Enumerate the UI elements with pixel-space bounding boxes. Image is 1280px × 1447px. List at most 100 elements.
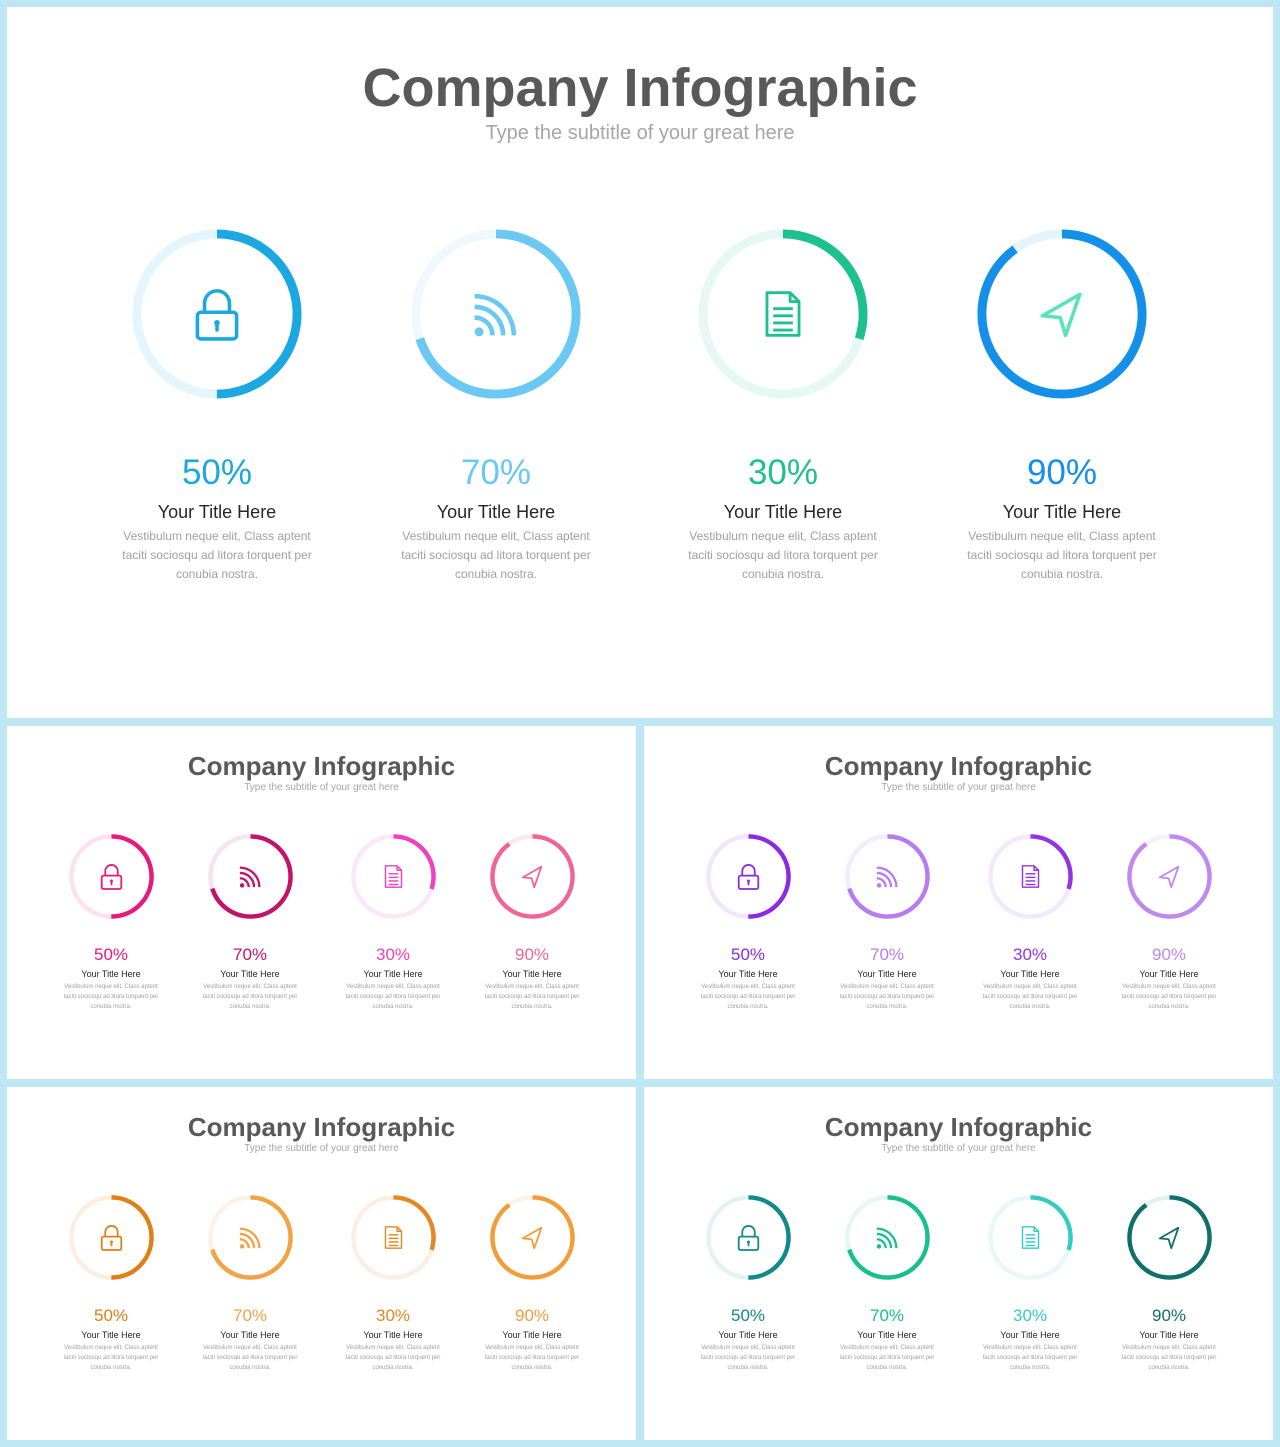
rss-icon (876, 1227, 898, 1249)
progress-ring (844, 1195, 930, 1280)
percent-value: 50% (730, 1306, 766, 1325)
percent-value: 50% (181, 453, 253, 492)
navigation-icon (521, 865, 542, 889)
percent-value: 70% (869, 1306, 905, 1325)
progress-ring (987, 1195, 1073, 1280)
progress-ring (698, 229, 868, 399)
item-title: Your Title Here (220, 969, 280, 979)
progress-ring (207, 834, 293, 919)
lock-icon (737, 1225, 759, 1251)
stat-card: 90% Your Title Here Vestibulum neque eli… (477, 832, 587, 1012)
stat-card: 90% Your Title Here Vestibulum neque eli… (952, 225, 1172, 584)
percent-value: 50% (93, 1306, 129, 1325)
slide-subtitle: Type the subtitle of your great here (881, 782, 1036, 793)
item-description: Vestibulum neque elit, Class aptent taci… (401, 529, 591, 581)
percent-value: 90% (1151, 1306, 1187, 1325)
rss-icon (474, 293, 517, 337)
stat-card: 50% Your Title Here Vestibulum neque eli… (56, 832, 166, 1012)
item-description: Vestibulum neque elit, Class aptent taci… (63, 984, 159, 1010)
item-title: Your Title Here (81, 969, 141, 979)
slide-teal: Company Infographic Type the subtitle of… (644, 1087, 1273, 1440)
slide-title: Company Infographic (187, 751, 456, 781)
stat-card: 70% Your Title Here Vestibulum neque eli… (832, 832, 942, 1012)
item-title: Your Title Here (1000, 1330, 1060, 1340)
document-icon (1021, 1226, 1039, 1249)
item-title: Your Title Here (857, 969, 917, 979)
item-title: Your Title Here (157, 502, 277, 522)
stat-card: 70% Your Title Here Vestibulum neque eli… (195, 1193, 305, 1373)
stat-card: 30% Your Title Here Vestibulum neque eli… (673, 225, 893, 584)
stat-card: 50% Your Title Here Vestibulum neque eli… (693, 1193, 803, 1373)
item-description: Vestibulum neque elit, Class aptent taci… (839, 984, 935, 1010)
progress-ring (977, 229, 1147, 399)
percent-value: 30% (375, 1306, 411, 1325)
item-description: Vestibulum neque elit, Class aptent taci… (345, 1345, 441, 1371)
navigation-icon (1158, 865, 1179, 889)
slide-title: Company Infographic (362, 58, 918, 118)
stat-card: 30% Your Title Here Vestibulum neque eli… (338, 1193, 448, 1373)
slide-orange: Company Infographic Type the subtitle of… (7, 1087, 636, 1440)
slide-title: Company Infographic (187, 1112, 456, 1142)
progress-ring (207, 1195, 293, 1280)
lock-icon (737, 864, 759, 890)
stat-card: 50% Your Title Here Vestibulum neque eli… (693, 832, 803, 1012)
percent-value: 70% (232, 945, 268, 964)
percent-value: 70% (460, 453, 532, 492)
navigation-icon (1158, 1226, 1179, 1250)
stat-card: 70% Your Title Here Vestibulum neque eli… (195, 832, 305, 1012)
item-description: Vestibulum neque elit, Class aptent taci… (63, 1345, 159, 1371)
progress-ring (68, 1195, 154, 1280)
item-description: Vestibulum neque elit, Class aptent taci… (1121, 1345, 1217, 1371)
percent-value: 30% (1012, 945, 1048, 964)
item-description: Vestibulum neque elit, Class aptent taci… (982, 984, 1078, 1010)
item-title: Your Title Here (857, 1330, 917, 1340)
rss-icon (876, 866, 898, 888)
item-description: Vestibulum neque elit, Class aptent taci… (345, 984, 441, 1010)
item-description: Vestibulum neque elit, Class aptent taci… (122, 529, 312, 581)
item-title: Your Title Here (363, 1330, 423, 1340)
slide-subtitle: Type the subtitle of your great here (881, 1143, 1036, 1154)
progress-ring (350, 834, 436, 919)
document-icon (1021, 865, 1039, 888)
item-description: Vestibulum neque elit, Class aptent taci… (1121, 984, 1217, 1010)
progress-ring (411, 229, 581, 399)
percent-value: 50% (93, 945, 129, 964)
rss-icon (239, 866, 261, 888)
item-title: Your Title Here (1139, 969, 1199, 979)
percent-value: 70% (869, 945, 905, 964)
item-description: Vestibulum neque elit, Class aptent taci… (688, 529, 878, 581)
progress-ring (705, 834, 791, 919)
item-title: Your Title Here (1139, 1330, 1199, 1340)
item-description: Vestibulum neque elit, Class aptent taci… (484, 1345, 580, 1371)
stat-card: 70% Your Title Here Vestibulum neque eli… (386, 225, 606, 584)
item-description: Vestibulum neque elit, Class aptent taci… (982, 1345, 1078, 1371)
item-title: Your Title Here (718, 969, 778, 979)
navigation-icon (521, 1226, 542, 1250)
slide-subtitle: Type the subtitle of your great here (244, 782, 399, 793)
slide-main: Company Infographic Type the subtitle of… (7, 7, 1273, 718)
progress-ring (987, 834, 1073, 919)
stat-card: 70% Your Title Here Vestibulum neque eli… (832, 1193, 942, 1373)
item-title: Your Title Here (1000, 969, 1060, 979)
item-description: Vestibulum neque elit, Class aptent taci… (202, 984, 298, 1010)
item-title: Your Title Here (502, 1330, 562, 1340)
slide-subtitle: Type the subtitle of your great here (244, 1143, 399, 1154)
percent-value: 90% (1026, 453, 1098, 492)
rss-icon (239, 1227, 261, 1249)
document-icon (384, 1226, 402, 1249)
item-description: Vestibulum neque elit, Class aptent taci… (700, 984, 796, 1010)
progress-ring (132, 229, 302, 399)
percent-value: 50% (730, 945, 766, 964)
percent-value: 90% (514, 1306, 550, 1325)
item-title: Your Title Here (363, 969, 423, 979)
stat-card: 50% Your Title Here Vestibulum neque eli… (107, 225, 327, 584)
item-description: Vestibulum neque elit, Class aptent taci… (967, 529, 1157, 581)
progress-ring (705, 1195, 791, 1280)
lock-icon (195, 289, 239, 341)
item-description: Vestibulum neque elit, Class aptent taci… (839, 1345, 935, 1371)
document-icon (765, 291, 801, 337)
percent-value: 90% (1151, 945, 1187, 964)
item-title: Your Title Here (220, 1330, 280, 1340)
slide-pink: Company Infographic Type the subtitle of… (7, 726, 636, 1079)
lock-icon (100, 1225, 122, 1251)
